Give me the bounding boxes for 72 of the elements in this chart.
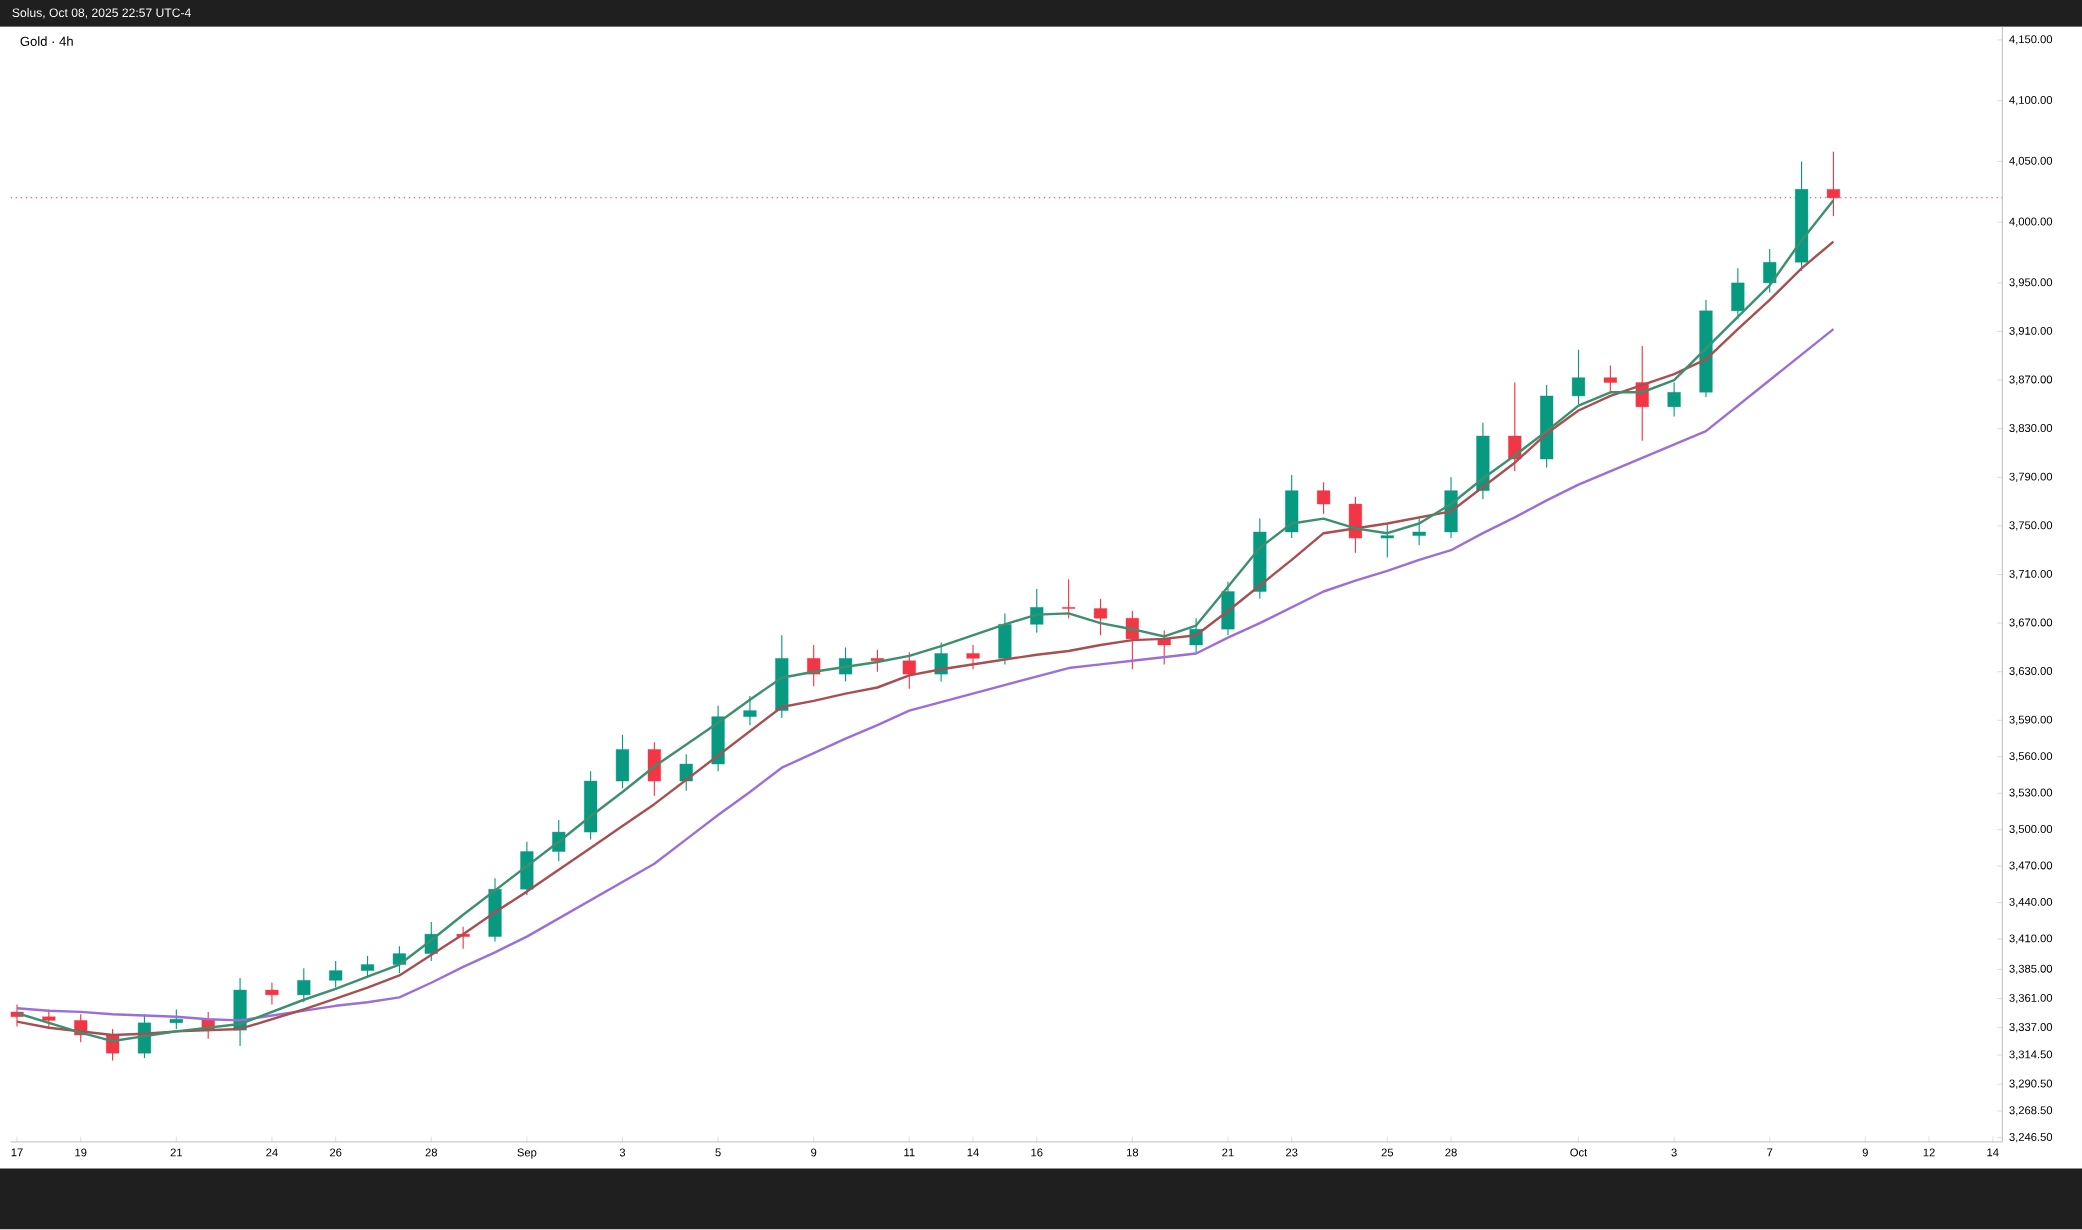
candlestick (1603, 365, 1617, 394)
candlestick (1667, 382, 1681, 418)
y-tick-label: 3,630.00 (2009, 667, 2053, 677)
candlestick (743, 695, 757, 726)
candlestick (169, 1009, 183, 1030)
y-tick-label: 4,050.00 (2009, 157, 2053, 167)
x-tick-label: 9 (811, 1148, 817, 1157)
x-tick-label: 14 (1987, 1148, 1999, 1157)
y-tick-label: 4,000.00 (2009, 217, 2053, 227)
x-tick-label: 21 (1222, 1148, 1234, 1157)
x-tick-label: 21 (170, 1148, 183, 1157)
candlestick (1125, 610, 1139, 671)
candlestick (1093, 598, 1108, 637)
candlestick (265, 982, 279, 1006)
x-tick-label: 23 (1286, 1148, 1298, 1157)
candlestick (966, 644, 980, 671)
y-tick-label: 3,750.00 (2009, 521, 2053, 531)
x-tick-label: Oct (1570, 1148, 1588, 1157)
x-tick-label: 3 (619, 1148, 626, 1157)
y-tick-label: 4,100.00 (2009, 96, 2053, 106)
y-tick-label: 3,530.00 (2009, 788, 2053, 799)
x-tick-label: 28 (1445, 1148, 1457, 1157)
y-tick-label: 3,910.00 (2009, 327, 2053, 337)
x-tick-label: 17 (11, 1148, 23, 1157)
y-tick-label: 3,440.00 (2009, 898, 2053, 908)
y-tick-label: 3,290.50 (2009, 1079, 2053, 1090)
x-tick-label: 11 (904, 1148, 915, 1157)
y-tick-label: 3,950.00 (2009, 278, 2053, 288)
x-tick-label: 16 (1031, 1148, 1043, 1157)
y-tick-label: 3,670.00 (2009, 618, 2053, 628)
y-tick-label: 4,150.00 (2009, 35, 2053, 45)
candlestick (297, 967, 311, 1003)
candlestick (1380, 523, 1394, 559)
y-tick-label: 3,314.50 (2009, 1050, 2053, 1060)
y-tick-label: 3,790.00 (2009, 472, 2053, 483)
y-tick-label: 3,385.00 (2009, 964, 2053, 975)
y-tick-label: 3,268.50 (2009, 1106, 2053, 1116)
x-tick-label: 24 (266, 1148, 278, 1157)
y-tick-label: 3,590.00 (2009, 715, 2053, 726)
candlestick (1062, 579, 1076, 620)
x-tick-label: 25 (1381, 1148, 1394, 1157)
x-tick-label: 19 (75, 1148, 87, 1157)
x-tick-label: 7 (1767, 1148, 1773, 1157)
candlestick (1317, 481, 1331, 515)
x-tick-label: 14 (967, 1148, 979, 1157)
candlestick (902, 651, 916, 690)
candlestick (1157, 630, 1171, 666)
y-tick-label: 3,361.00 (2009, 994, 2053, 1004)
y-tick-label: 3,500.00 (2009, 825, 2053, 835)
y-tick-label: 3,470.00 (2009, 861, 2053, 871)
y-tick-label: 3,410.00 (2009, 934, 2053, 944)
x-tick-label: 26 (330, 1148, 342, 1157)
candlestick (1571, 349, 1586, 406)
candlestick (1412, 518, 1426, 547)
y-tick-label: 3,830.00 (2009, 424, 2053, 434)
y-tick-label: 3,710.00 (2009, 570, 2053, 580)
text: Gold · 4h (20, 36, 73, 47)
y-tick-label: 3,246.50 (2009, 1133, 2053, 1143)
y-tick-label: 3,560.00 (2009, 752, 2053, 762)
x-tick-label: 28 (425, 1148, 438, 1157)
x-tick-label: 18 (1126, 1148, 1139, 1157)
x-tick-label: Sep (517, 1148, 537, 1159)
candlestick (870, 649, 884, 673)
x-tick-label: 9 (1862, 1148, 1868, 1157)
y-tick-label: 3,337.00 (2009, 1023, 2053, 1033)
candlestick (1763, 248, 1777, 294)
text: Solus, Oct 08, 2025 22:57 UTC-4 (12, 8, 191, 19)
y-tick-label: 3,870.00 (2009, 375, 2053, 385)
candlestick (329, 960, 343, 989)
x-tick-label: 5 (715, 1148, 721, 1157)
x-tick-label: 12 (1923, 1148, 1935, 1157)
x-tick-label: 3 (1671, 1148, 1677, 1157)
